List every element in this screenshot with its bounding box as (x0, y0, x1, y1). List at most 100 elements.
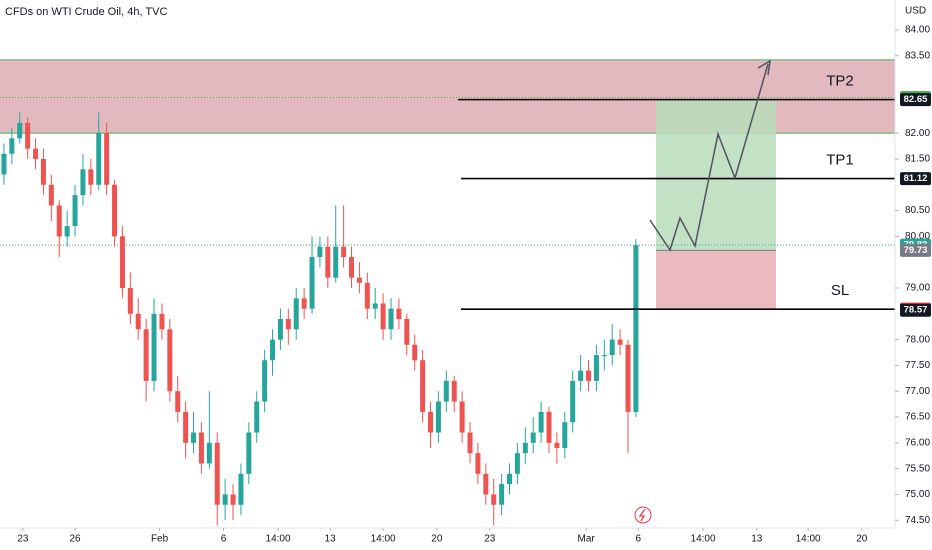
candle-body (119, 236, 125, 288)
candle-body (33, 148, 39, 159)
level-label: SL (831, 282, 849, 299)
candle-body (183, 411, 189, 443)
candle-body (388, 308, 394, 330)
candle-body (601, 355, 607, 357)
candle-body (633, 245, 639, 412)
candle-body (593, 355, 599, 381)
x-tick-label: 13 (751, 534, 763, 545)
y-tick-label: 78.00 (905, 334, 930, 345)
candle-body (514, 453, 520, 474)
candle-body (562, 422, 568, 448)
y-tick-label: 77.50 (905, 360, 930, 371)
candle-body (538, 411, 544, 433)
y-tick-label: 80.50 (905, 205, 930, 216)
candle-body (333, 246, 339, 278)
x-tick-label: 23 (484, 534, 496, 545)
candle-body (214, 442, 220, 505)
candle-body (530, 432, 536, 443)
candle-body (143, 329, 149, 381)
y-tick-label: 81.50 (905, 154, 930, 165)
candle-body (40, 158, 46, 185)
candle-body (435, 401, 441, 433)
y-tick-label: 84.00 (905, 25, 930, 36)
candle-body (246, 432, 252, 474)
candle-body (175, 391, 181, 412)
candle-body (317, 246, 323, 258)
candle-body (507, 473, 513, 485)
x-tick-label: 14:00 (796, 534, 821, 545)
candle-body (222, 494, 228, 505)
candle-body (586, 370, 592, 381)
level-label: TP1 (826, 152, 854, 169)
candle-body (356, 277, 362, 283)
candle-body (254, 401, 260, 433)
price-label: 81.12 (904, 173, 928, 184)
candle-body (72, 195, 78, 227)
candle-body (270, 339, 276, 361)
price-label: 78.57 (904, 305, 928, 316)
chart-title: CFDs on WTI Crude Oil, 4h, TVC (5, 6, 167, 18)
projection-arrow (649, 63, 769, 252)
loss-box (656, 250, 776, 310)
candle-body (412, 344, 418, 361)
x-tick-label: Feb (151, 534, 169, 545)
candle-body (475, 453, 481, 474)
candle-body (554, 442, 560, 448)
candle-body (9, 138, 15, 154)
price-label-bg (900, 93, 931, 107)
price-label: 82.65 (904, 94, 928, 105)
candle-body (459, 401, 465, 433)
x-tick-label: 14:00 (691, 534, 716, 545)
candle-body (96, 133, 102, 185)
x-tick-label: Mar (578, 534, 596, 545)
candle-body (301, 298, 307, 309)
arrow-head (757, 59, 771, 76)
candle-body (1, 153, 7, 175)
price-label-bg (900, 303, 931, 317)
x-tick-label: 6 (221, 534, 227, 545)
price-label-bg (900, 172, 931, 186)
x-tick-label: 13 (325, 534, 337, 545)
candle-body (277, 318, 283, 340)
y-tick-label: 76.50 (905, 412, 930, 423)
profit-box (656, 99, 776, 251)
candle-body (372, 303, 378, 309)
candle-body (104, 133, 110, 185)
price-label-bg (900, 243, 931, 257)
candle-body (191, 432, 197, 443)
event-bolt (638, 508, 646, 522)
y-tick-label: 76.00 (905, 437, 930, 448)
candle-body (238, 473, 244, 505)
candle-body (151, 313, 157, 381)
y-tick-label: 74.50 (905, 515, 930, 526)
x-tick-label: 20 (856, 534, 868, 545)
candle-body (206, 442, 212, 464)
candle-body (483, 473, 489, 495)
candle-body (570, 380, 576, 423)
y-tick-label: 75.00 (905, 489, 930, 500)
candle-body (625, 344, 631, 412)
y-tick-label: 79.00 (905, 283, 930, 294)
candle-body (380, 303, 386, 330)
candle-body (364, 282, 370, 309)
event-icon[interactable] (634, 506, 652, 524)
candle-body (396, 308, 402, 319)
candle-body (64, 226, 70, 237)
y-tick-label: 75.50 (905, 463, 930, 474)
candle-body (88, 169, 94, 185)
candle-body (159, 313, 165, 330)
x-tick-label: 26 (69, 534, 81, 545)
x-tick-label: 20 (431, 534, 443, 545)
candle-body (609, 339, 615, 356)
x-tick-label: 14:00 (266, 534, 291, 545)
candle-body (167, 329, 173, 392)
candle-body (467, 432, 473, 454)
candle-body (451, 380, 457, 402)
candle-body (349, 257, 355, 278)
candle-body (499, 484, 505, 505)
candle-body (25, 122, 31, 149)
x-tick-label: 6 (635, 534, 641, 545)
candle-body (428, 411, 434, 433)
candle-body (546, 411, 552, 443)
